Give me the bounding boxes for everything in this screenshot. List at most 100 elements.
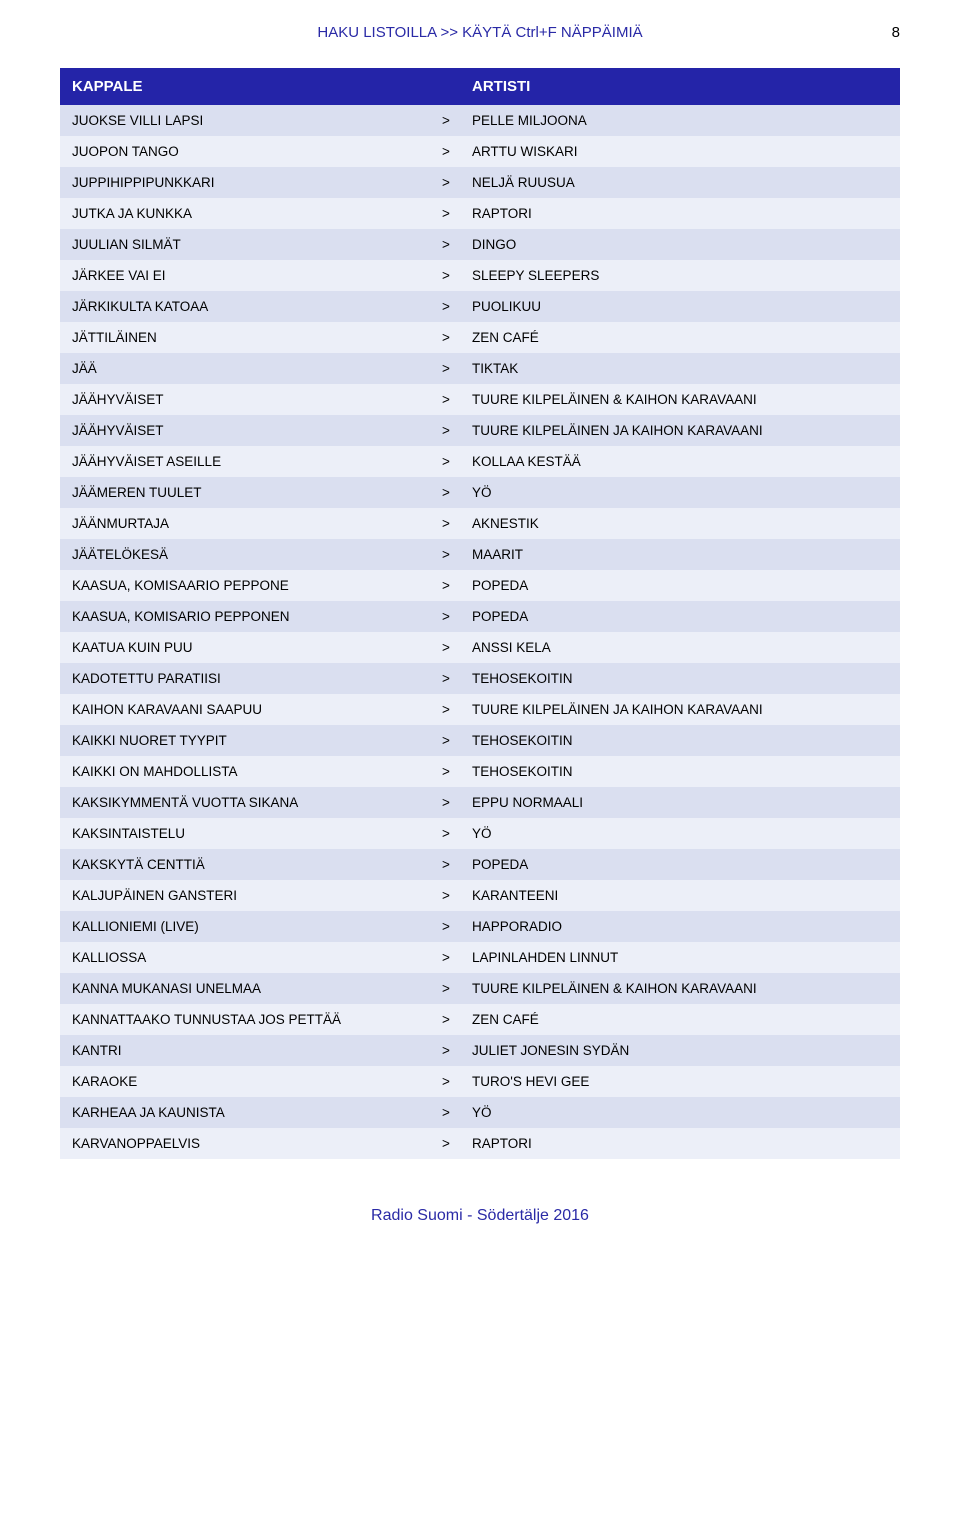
- cell-kappale: KAIKKI NUORET TYYPIT: [72, 733, 442, 748]
- table-row: KAIHON KARAVAANI SAAPUU>TUURE KILPELÄINE…: [60, 694, 900, 725]
- cell-kappale: JÄÄHYVÄISET: [72, 392, 442, 407]
- cell-separator: >: [442, 1012, 472, 1027]
- song-table: KAPPALE ARTISTI JUOKSE VILLI LAPSI>PELLE…: [60, 68, 900, 1159]
- cell-kappale: KALLIOSSA: [72, 950, 442, 965]
- cell-separator: >: [442, 392, 472, 407]
- table-row: KARHEAA JA KAUNISTA>YÖ: [60, 1097, 900, 1128]
- cell-kappale: KARVANOPPAELVIS: [72, 1136, 442, 1151]
- cell-separator: >: [442, 237, 472, 252]
- cell-separator: >: [442, 144, 472, 159]
- cell-artisti: DINGO: [472, 237, 888, 252]
- table-row: JUPPIHIPPIPUNKKARI>NELJÄ RUUSUA: [60, 167, 900, 198]
- header-title: HAKU LISTOILLA >> KÄYTÄ Ctrl+F NÄPPÄIMIÄ: [60, 24, 900, 41]
- cell-separator: >: [442, 485, 472, 500]
- cell-kappale: JÄÄNMURTAJA: [72, 516, 442, 531]
- cell-artisti: ZEN CAFÉ: [472, 330, 888, 345]
- table-row: JÄÄHYVÄISET>TUURE KILPELÄINEN JA KAIHON …: [60, 415, 900, 446]
- cell-artisti: POPEDA: [472, 857, 888, 872]
- cell-separator: >: [442, 361, 472, 376]
- table-row: KAKSKYTÄ CENTTIÄ>POPEDA: [60, 849, 900, 880]
- table-header-row: KAPPALE ARTISTI: [60, 68, 900, 105]
- cell-separator: >: [442, 826, 472, 841]
- cell-kappale: JÄÄTELÖKESÄ: [72, 547, 442, 562]
- cell-kappale: KALLIONIEMI (LIVE): [72, 919, 442, 934]
- table-row: JUULIAN SILMÄT>DINGO: [60, 229, 900, 260]
- cell-artisti: ANSSI KELA: [472, 640, 888, 655]
- cell-kappale: JUOKSE VILLI LAPSI: [72, 113, 442, 128]
- table-row: JÄRKEE VAI EI>SLEEPY SLEEPERS: [60, 260, 900, 291]
- table-row: JUTKA JA KUNKKA>RAPTORI: [60, 198, 900, 229]
- cell-kappale: KAASUA, KOMISAARIO PEPPONE: [72, 578, 442, 593]
- table-row: JÄÄHYVÄISET>TUURE KILPELÄINEN & KAIHON K…: [60, 384, 900, 415]
- cell-artisti: ARTTU WISKARI: [472, 144, 888, 159]
- cell-artisti: POPEDA: [472, 609, 888, 624]
- cell-separator: >: [442, 1105, 472, 1120]
- table-row: KAIKKI NUORET TYYPIT>TEHOSEKOITIN: [60, 725, 900, 756]
- cell-kappale: KAIKKI ON MAHDOLLISTA: [72, 764, 442, 779]
- cell-kappale: KAASUA, KOMISARIO PEPPONEN: [72, 609, 442, 624]
- table-row: JÄÄMEREN TUULET>YÖ: [60, 477, 900, 508]
- cell-kappale: KANNATTAAKO TUNNUSTAA JOS PETTÄÄ: [72, 1012, 442, 1027]
- page-header: HAKU LISTOILLA >> KÄYTÄ Ctrl+F NÄPPÄIMIÄ…: [60, 24, 900, 44]
- table-row: KANTRI>JULIET JONESIN SYDÄN: [60, 1035, 900, 1066]
- cell-kappale: JÄTTILÄINEN: [72, 330, 442, 345]
- table-row: KADOTETTU PARATIISI>TEHOSEKOITIN: [60, 663, 900, 694]
- cell-separator: >: [442, 671, 472, 686]
- cell-separator: >: [442, 206, 472, 221]
- table-row: KAIKKI ON MAHDOLLISTA>TEHOSEKOITIN: [60, 756, 900, 787]
- cell-artisti: TEHOSEKOITIN: [472, 671, 888, 686]
- table-row: KAASUA, KOMISARIO PEPPONEN>POPEDA: [60, 601, 900, 632]
- cell-separator: >: [442, 609, 472, 624]
- cell-kappale: KARAOKE: [72, 1074, 442, 1089]
- table-row: JÄÄHYVÄISET ASEILLE>KOLLAA KESTÄÄ: [60, 446, 900, 477]
- cell-kappale: JÄRKIKULTA KATOAA: [72, 299, 442, 314]
- cell-artisti: RAPTORI: [472, 1136, 888, 1151]
- cell-artisti: PELLE MILJOONA: [472, 113, 888, 128]
- table-row: JUOKSE VILLI LAPSI>PELLE MILJOONA: [60, 105, 900, 136]
- cell-separator: >: [442, 888, 472, 903]
- cell-artisti: EPPU NORMAALI: [472, 795, 888, 810]
- cell-kappale: KAIHON KARAVAANI SAAPUU: [72, 702, 442, 717]
- cell-artisti: KOLLAA KESTÄÄ: [472, 454, 888, 469]
- cell-separator: >: [442, 330, 472, 345]
- table-row: KAKSINTAISTELU>YÖ: [60, 818, 900, 849]
- table-row: JÄÄTELÖKESÄ>MAARIT: [60, 539, 900, 570]
- cell-kappale: KAKSINTAISTELU: [72, 826, 442, 841]
- column-header-kappale: KAPPALE: [72, 78, 442, 95]
- cell-separator: >: [442, 733, 472, 748]
- cell-artisti: YÖ: [472, 485, 888, 500]
- cell-kappale: JUTKA JA KUNKKA: [72, 206, 442, 221]
- table-row: KALLIONIEMI (LIVE)>HAPPORADIO: [60, 911, 900, 942]
- table-row: KANNA MUKANASI UNELMAA>TUURE KILPELÄINEN…: [60, 973, 900, 1004]
- cell-kappale: JÄÄ: [72, 361, 442, 376]
- cell-separator: >: [442, 1074, 472, 1089]
- cell-kappale: KARHEAA JA KAUNISTA: [72, 1105, 442, 1120]
- cell-separator: >: [442, 1136, 472, 1151]
- cell-separator: >: [442, 1043, 472, 1058]
- cell-kappale: KANTRI: [72, 1043, 442, 1058]
- cell-artisti: AKNESTIK: [472, 516, 888, 531]
- cell-artisti: POPEDA: [472, 578, 888, 593]
- cell-kappale: KAATUA KUIN PUU: [72, 640, 442, 655]
- cell-kappale: JUULIAN SILMÄT: [72, 237, 442, 252]
- cell-separator: >: [442, 919, 472, 934]
- cell-kappale: KANNA MUKANASI UNELMAA: [72, 981, 442, 996]
- table-row: JÄÄ>TIKTAK: [60, 353, 900, 384]
- table-body: JUOKSE VILLI LAPSI>PELLE MILJOONAJUOPON …: [60, 105, 900, 1159]
- cell-kappale: JUOPON TANGO: [72, 144, 442, 159]
- cell-separator: >: [442, 578, 472, 593]
- footer-text: Radio Suomi - Södertälje 2016: [60, 1207, 900, 1225]
- cell-artisti: MAARIT: [472, 547, 888, 562]
- cell-artisti: SLEEPY SLEEPERS: [472, 268, 888, 283]
- cell-separator: >: [442, 702, 472, 717]
- cell-kappale: JÄÄMEREN TUULET: [72, 485, 442, 500]
- table-row: JÄTTILÄINEN>ZEN CAFÉ: [60, 322, 900, 353]
- cell-kappale: JÄÄHYVÄISET: [72, 423, 442, 438]
- cell-artisti: TUURE KILPELÄINEN JA KAIHON KARAVAANI: [472, 702, 888, 717]
- cell-separator: >: [442, 454, 472, 469]
- cell-separator: >: [442, 113, 472, 128]
- cell-artisti: JULIET JONESIN SYDÄN: [472, 1043, 888, 1058]
- cell-artisti: ZEN CAFÉ: [472, 1012, 888, 1027]
- cell-artisti: RAPTORI: [472, 206, 888, 221]
- cell-artisti: TUURE KILPELÄINEN & KAIHON KARAVAANI: [472, 392, 888, 407]
